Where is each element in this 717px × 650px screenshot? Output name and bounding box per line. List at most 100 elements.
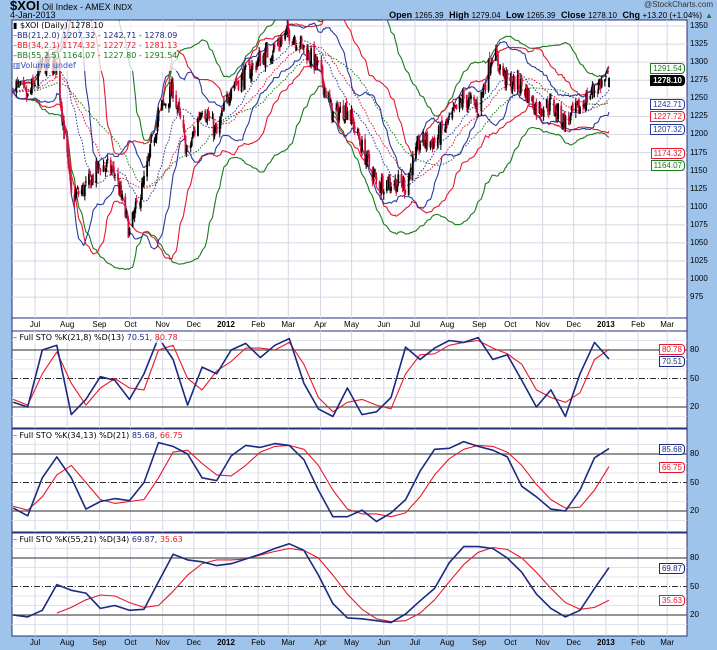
candle-body <box>562 113 565 125</box>
sto-axis-label: 50 <box>690 477 699 487</box>
candle-body <box>388 179 390 190</box>
candle-body <box>553 99 555 113</box>
sto-axis-label: 50 <box>690 581 699 591</box>
candle-body <box>218 119 221 134</box>
legend-bb55: BB(55,2.5) 1164.07 - 1227.80 - 1291.54 <box>17 51 178 60</box>
candle-body <box>335 107 337 110</box>
candle-body <box>418 138 420 151</box>
candle-body <box>286 25 289 34</box>
price-value-tag: 1242.71 <box>650 98 685 110</box>
candle-body <box>438 127 441 143</box>
candle-body <box>555 106 557 117</box>
candle-body <box>506 69 509 80</box>
sto1-k-line <box>12 336 610 418</box>
candle-body <box>593 90 596 93</box>
candle-body <box>139 197 142 208</box>
candle-body <box>431 138 434 149</box>
candle-body <box>143 176 145 185</box>
candle-body <box>487 59 490 91</box>
candle-body <box>278 39 280 47</box>
candle-body <box>531 96 534 101</box>
candle-body <box>416 141 418 149</box>
candle-body <box>102 165 105 172</box>
candle-body <box>193 130 196 134</box>
month-label: Mar <box>281 320 296 329</box>
price-axis-label: 1200 <box>690 129 708 139</box>
candle-body <box>496 48 498 56</box>
candle-body <box>148 153 151 161</box>
candle-body <box>84 181 87 183</box>
candle-body <box>205 121 208 123</box>
month-label: May <box>344 638 360 647</box>
sto2-k-line <box>12 440 610 523</box>
month-label: Oct <box>504 638 517 647</box>
month-label: Nov <box>155 320 170 329</box>
candle-body <box>373 172 376 174</box>
sto1-k-value: 70.51, <box>126 333 153 342</box>
candle-body <box>360 146 362 154</box>
candle-body <box>359 137 361 145</box>
candle-body <box>415 146 417 159</box>
candle-body <box>349 109 352 121</box>
candle-body <box>156 120 159 132</box>
candle-body <box>257 57 260 66</box>
month-label: 2013 <box>597 320 615 329</box>
month-label: Jun <box>377 320 391 329</box>
candle-body <box>66 136 69 153</box>
candle-body <box>95 161 98 183</box>
candle-body <box>320 59 323 69</box>
candle-body <box>12 89 15 93</box>
candle-body <box>230 88 233 99</box>
candle-body <box>160 103 163 108</box>
candle-body <box>409 168 412 173</box>
candle-body <box>60 101 62 108</box>
candle-body <box>317 60 320 62</box>
month-label: Sep <box>472 320 487 329</box>
candle-body <box>299 36 302 48</box>
bb21-upper-band <box>12 20 610 176</box>
candle-body <box>526 85 528 103</box>
price-axis-label: 1075 <box>690 219 708 229</box>
candle-body <box>473 96 475 101</box>
candle-body <box>576 100 579 106</box>
candle-body <box>233 84 236 89</box>
candle-body <box>513 76 516 92</box>
price-axis-label: 1275 <box>690 75 708 85</box>
candle-body <box>417 138 419 142</box>
candle-body <box>68 164 71 172</box>
candle-body <box>520 77 523 86</box>
candle-body <box>126 213 129 216</box>
candle-body <box>447 120 450 123</box>
sto-k-value-tag: 85.68 <box>658 443 685 455</box>
open-value: 1265.39 <box>414 11 444 20</box>
sto-d-value-tag: 35.63 <box>658 595 685 607</box>
candle-body <box>535 101 538 115</box>
candle-body <box>236 81 239 83</box>
month-label: May <box>344 320 360 329</box>
open-label: Open <box>389 10 413 20</box>
candle-body <box>499 64 501 71</box>
month-label: Feb <box>631 320 645 329</box>
month-label: Sep <box>92 320 107 329</box>
candle-body <box>298 45 301 48</box>
sto1-title: Full STO %K(21,8) %D(13) <box>19 333 125 342</box>
sto-axis-label: 20 <box>690 610 699 619</box>
sto3-k-line <box>13 542 610 624</box>
candle-body <box>189 144 192 149</box>
candle-body <box>269 58 272 61</box>
candle-body <box>517 73 520 89</box>
candle-body <box>532 95 535 109</box>
candle-body <box>228 101 231 103</box>
candle-body <box>98 164 101 167</box>
candle-body <box>91 175 93 185</box>
candle-body <box>356 128 359 133</box>
month-label: Dec <box>566 638 581 647</box>
candle-body <box>569 112 572 121</box>
candle-body <box>106 159 109 161</box>
candle-body <box>541 110 544 115</box>
candle-body <box>560 105 563 125</box>
candle-body <box>110 169 113 172</box>
candle-body <box>591 84 594 95</box>
month-label: Jul <box>29 638 41 647</box>
candle-body <box>272 44 275 52</box>
